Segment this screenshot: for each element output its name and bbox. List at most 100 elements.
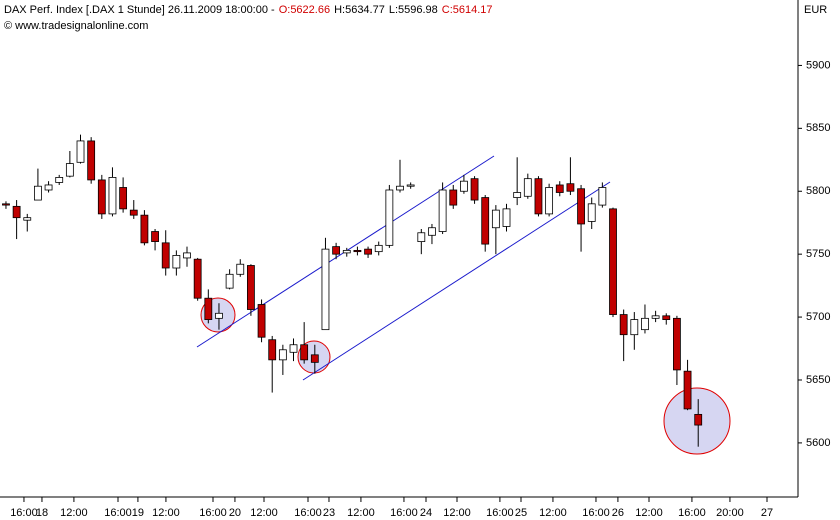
candle-body (502, 208, 511, 227)
trend-line (302, 181, 611, 381)
candle-body (268, 339, 277, 361)
candle-body (23, 217, 32, 221)
candle-body (119, 187, 128, 210)
x-tick-label: 23 (323, 507, 335, 519)
candle-body (108, 177, 117, 215)
x-tick-label: 18 (36, 507, 48, 519)
x-tick-label: 12:00 (152, 507, 180, 519)
x-tick-label: 16:00 (582, 507, 610, 519)
candle-body (513, 192, 522, 198)
candle-body (87, 140, 96, 181)
candle-body (438, 189, 447, 232)
candle-body (566, 183, 575, 192)
candle-body (97, 179, 106, 215)
candle-body (44, 184, 53, 191)
candle-body (460, 180, 468, 192)
candle-body (641, 317, 649, 331)
x-tick-label: 12:00 (635, 507, 663, 519)
candle-body (651, 315, 660, 319)
candle-body (55, 177, 64, 183)
candle-body (76, 140, 85, 163)
candle-body (129, 209, 138, 216)
candle-body (545, 187, 554, 215)
candle-body (385, 189, 394, 246)
x-tick-label: 16:00 (104, 507, 132, 519)
candle-body (428, 227, 436, 236)
candle-body (609, 208, 617, 315)
candle-body (289, 344, 298, 353)
candle-body (332, 246, 341, 255)
candle-body (673, 317, 681, 371)
header-value: H:5634.77 (334, 4, 385, 16)
x-tick-label: 20:00 (716, 507, 744, 519)
chart-subtitle: © www.tradesignalonline.com (4, 20, 148, 32)
x-tick-label: 27 (761, 507, 773, 519)
candle-body (342, 249, 351, 254)
chart-header: DAX Perf. Index [.DAX 1 Stunde] 26.11.20… (4, 4, 493, 16)
candle-body (406, 184, 415, 187)
candle-body (12, 205, 21, 219)
y-tick-label: 5650 (806, 374, 830, 386)
candle-body (555, 184, 564, 193)
candle-body (353, 249, 362, 253)
x-tick-label: 16:00 (10, 507, 38, 519)
candle-body (225, 273, 234, 289)
candle-body (449, 189, 458, 206)
header-value: O:5622.66 (279, 4, 330, 16)
candle-body (598, 187, 607, 206)
y-axis-label: EUR (804, 4, 827, 16)
candle-body (236, 263, 245, 275)
y-tick-label: 5900 (806, 59, 830, 71)
candle-body (193, 258, 202, 299)
candle-body (694, 413, 703, 426)
candle-body (215, 312, 223, 319)
chart-title: DAX Perf. Index [.DAX 1 Stunde] 26.11.20… (4, 4, 275, 16)
y-tick-label: 5750 (806, 248, 830, 260)
candle-body (321, 248, 330, 331)
y-tick-label: 5850 (806, 122, 830, 134)
x-tick-label: 16:00 (390, 507, 418, 519)
header-value: L:5596.98 (389, 4, 438, 16)
x-tick-label: 12:00 (60, 507, 88, 519)
candle-body (683, 370, 692, 410)
x-tick-label: 12:00 (443, 507, 471, 519)
candle-body (140, 214, 149, 244)
candle-body (587, 203, 596, 222)
x-tick-label: 12:00 (347, 507, 375, 519)
candle-body (65, 163, 74, 177)
candle-body (151, 231, 159, 242)
candle-body (34, 185, 42, 201)
candle-body (257, 304, 266, 338)
header-value: C:5614.17 (442, 4, 493, 16)
x-tick-label: 24 (420, 507, 432, 519)
x-tick-label: 16:00 (199, 507, 227, 519)
x-tick-label: 16:00 (678, 507, 706, 519)
candle-body (630, 319, 639, 336)
candle-body (577, 188, 585, 225)
candle-body (364, 248, 372, 255)
candle-body (183, 252, 191, 259)
candle-body (2, 203, 10, 206)
candle-body (374, 244, 383, 253)
candle-body (310, 354, 319, 363)
x-tick-label: 20 (229, 507, 241, 519)
candle-body (396, 185, 404, 191)
candle-body (662, 315, 671, 320)
x-tick-label: 16:00 (486, 507, 514, 519)
candle-body (278, 349, 287, 361)
y-tick-label: 5800 (806, 185, 830, 197)
x-tick-label: 26 (612, 507, 624, 519)
x-tick-label: 12:00 (539, 507, 567, 519)
candle-body (534, 178, 543, 215)
candle-body (491, 209, 500, 229)
x-tick-label: 25 (515, 507, 527, 519)
candle-body (417, 232, 426, 242)
x-tick-label: 16:00 (294, 507, 322, 519)
x-tick-label: 19 (132, 507, 144, 519)
candle-body (204, 297, 213, 320)
y-tick-label: 5700 (806, 311, 830, 323)
candle-body (247, 265, 255, 310)
candle-body (619, 314, 628, 336)
candle-body (470, 178, 479, 201)
